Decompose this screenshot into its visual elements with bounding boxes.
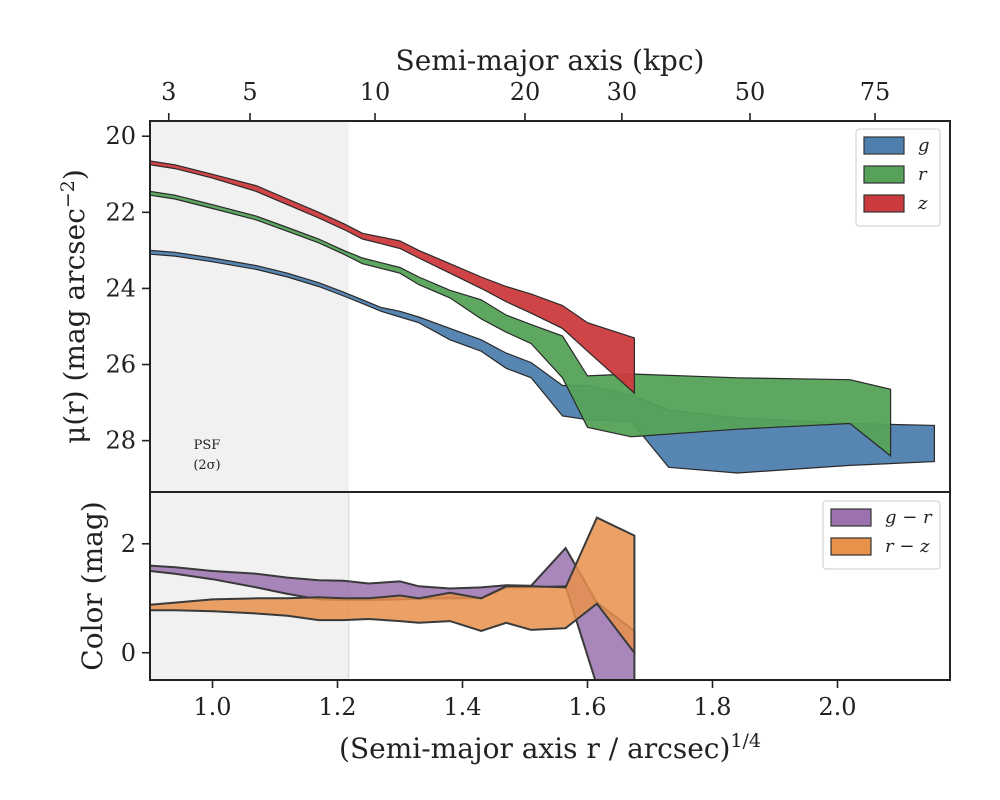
top-x-axis-title: Semi-major axis (kpc)	[396, 44, 705, 77]
legend-swatch	[830, 508, 872, 527]
band-rz	[150, 516, 636, 656]
bottom-legend: g − r r − z	[822, 500, 941, 570]
top-x-tick-label: 30	[607, 78, 638, 106]
psf-shaded-region	[150, 121, 349, 492]
top-y-axis-title: μ(r) (mag arcsec−2)	[57, 169, 91, 444]
bottom-y-tick-label: 0	[121, 639, 136, 667]
legend-swatch	[863, 165, 905, 184]
legend-label: g	[918, 135, 930, 156]
bottom-x-ticks: 1.0 1.2 1.4 1.6 1.8 2.0	[193, 680, 857, 721]
bottom-x-tick-label: 1.6	[568, 693, 606, 721]
color-series	[150, 492, 636, 680]
top-x-tick-label: 10	[360, 78, 391, 106]
color-panel: 02 1.0 1.2 1.4 1.6 1.8 2.0 g − rr − z (Semi-m…	[76, 491, 951, 765]
surface-brightness-series	[150, 160, 935, 474]
top-y-tick-label: 28	[105, 427, 136, 455]
top-x-tick-label: 3	[161, 78, 176, 106]
bottom-x-tick-label: 1.8	[693, 693, 731, 721]
bottom-panel-frame	[149, 491, 951, 681]
top-y-ticks: 20 22 24 26 28	[105, 122, 150, 455]
top-y-tick-label: 20	[105, 122, 136, 150]
psf-sigma-annotation: (2σ)	[193, 458, 220, 473]
bottom-x-tick-label: 1.4	[443, 693, 481, 721]
legend-label: z	[917, 193, 928, 214]
top-kpc-ticks: 3 5 10 20 30 50 75	[161, 78, 890, 121]
bottom-x-tick-label: 2.0	[818, 693, 856, 721]
legend-label: g − r	[885, 507, 933, 528]
top-y-tick-label: 24	[105, 274, 136, 302]
legend-label: r − z	[885, 536, 930, 557]
bottom-x-tick-label: 1.2	[318, 693, 356, 721]
top-x-tick-label: 5	[242, 78, 257, 106]
surface-brightness-panel: 20 22 24 26 28 3 5 10 20 30 50 75 grz PSF (2σ) Sem…	[57, 44, 951, 493]
bottom-y-tick-label: 2	[121, 530, 136, 558]
top-x-tick-label: 50	[735, 78, 766, 106]
bottom-y-axis-title: Color (mag)	[76, 501, 109, 670]
legend-label: r	[918, 164, 928, 185]
top-y-tick-label: 22	[105, 198, 136, 226]
psf-annotation: PSF	[194, 438, 221, 453]
top-x-tick-label: 75	[860, 78, 891, 106]
legend-swatch	[863, 194, 905, 213]
bottom-x-tick-label: 1.0	[193, 693, 231, 721]
top-legend: grz	[855, 128, 941, 227]
band-g	[150, 249, 935, 474]
legend-swatch	[863, 136, 905, 155]
band-z	[150, 160, 635, 395]
bottom-x-axis-title: (Semi-major axis r / arcsec)1/4	[339, 730, 761, 765]
legend-swatch	[830, 537, 872, 556]
bottom-y-ticks: 02	[121, 530, 150, 667]
band-r	[150, 190, 892, 458]
top-x-tick-label: 20	[510, 78, 541, 106]
top-y-tick-label: 26	[105, 351, 136, 379]
